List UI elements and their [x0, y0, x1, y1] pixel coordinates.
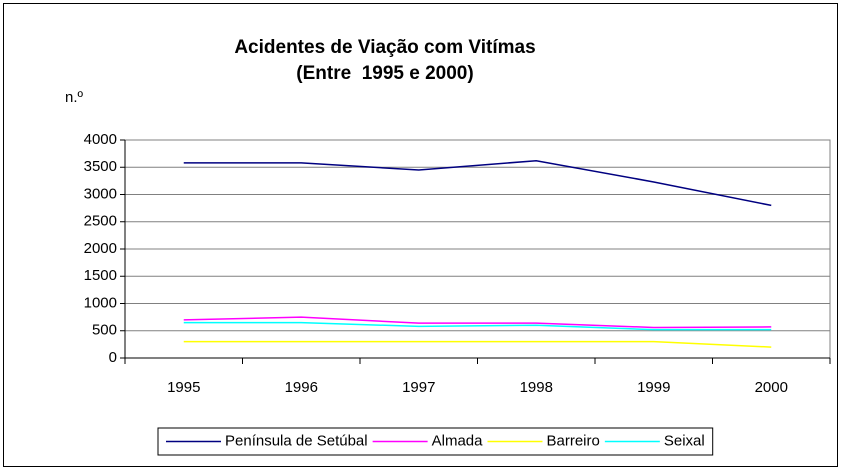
y-axis-label: n.º: [65, 89, 84, 106]
y-tick-label: 4000: [84, 131, 117, 148]
y-tick-label: 2000: [84, 240, 117, 257]
y-tick-label: 0: [109, 349, 117, 366]
x-tick-label: 2000: [755, 379, 788, 396]
legend-label: Barreiro: [546, 432, 599, 449]
x-tick-label: 1999: [637, 379, 670, 396]
legend-label: Seixal: [664, 432, 705, 449]
y-tick-label: 1500: [84, 267, 117, 284]
legend-label: Almada: [432, 432, 484, 449]
x-tick-label: 1995: [167, 379, 200, 396]
series-line: [183, 316, 772, 329]
y-tick-label: 500: [92, 322, 117, 339]
y-tick-label: 3000: [84, 185, 117, 202]
x-tick-label: 1998: [520, 379, 553, 396]
chart-subtitle: (Entre 1995 e 2000): [296, 63, 473, 84]
series-line: [183, 321, 772, 331]
x-tick-label: 1996: [285, 379, 318, 396]
y-tick-label: 2500: [84, 213, 117, 230]
y-tick-label: 3500: [84, 158, 117, 175]
chart-title: Acidentes de Viação com Vitímas: [234, 37, 535, 58]
x-tick-label: 1997: [402, 379, 435, 396]
series-line: [183, 159, 772, 207]
series-line: [183, 340, 772, 348]
legend: Península de Setúbal Almada Barreiro Seixal: [157, 427, 714, 456]
y-tick-label: 1000: [84, 294, 117, 311]
legend-label: Península de Setúbal: [225, 432, 368, 449]
